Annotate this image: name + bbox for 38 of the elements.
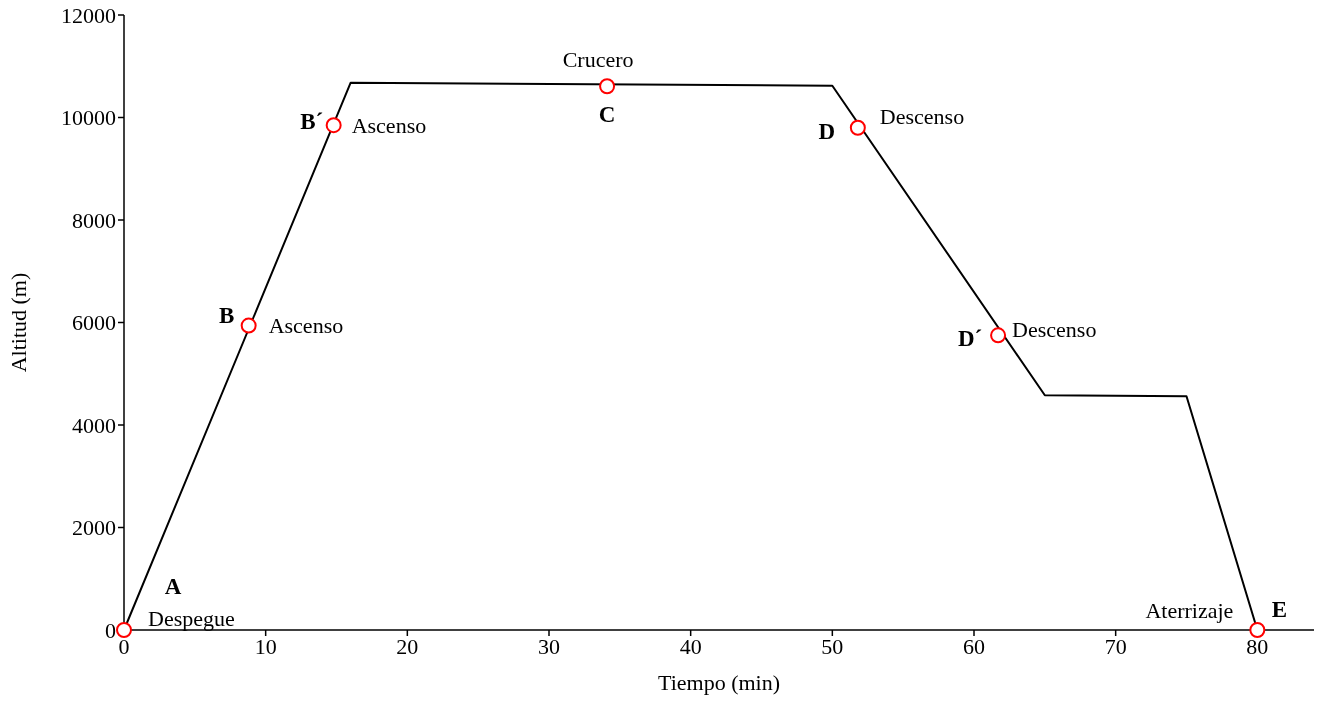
data-label: B´ — [300, 108, 324, 134]
x-tick-label: 40 — [679, 633, 702, 659]
x-axis-title: Tiempo (min) — [657, 670, 781, 695]
annotation: Descenso — [879, 104, 965, 130]
point — [116, 622, 132, 638]
point — [599, 78, 616, 95]
y-tick-label: 10000 — [61, 105, 116, 131]
y-tick-label: 2000 — [72, 515, 116, 541]
data-label: D´ — [957, 325, 983, 351]
x-tick-label: 60 — [963, 633, 985, 659]
x-tick-label: 30 — [538, 633, 560, 659]
y-tick-label: 4000 — [72, 412, 116, 438]
y-tick-label: 8000 — [72, 207, 116, 233]
y-tick-label: 0 — [105, 617, 116, 643]
annotation: Ascenso — [268, 313, 344, 339]
x-tick-label: 80 — [1246, 633, 1269, 659]
annotation: Ascenso — [351, 112, 427, 138]
data-label: A — [164, 573, 182, 599]
x-tick-label: 50 — [821, 633, 844, 659]
point — [990, 327, 1007, 344]
data-label: B — [218, 303, 235, 329]
point — [325, 117, 342, 134]
y-tick-label: 6000 — [72, 310, 116, 336]
annotation: Aterrizaje — [1145, 597, 1234, 623]
data-label: D — [818, 119, 836, 145]
y-tick-label: 12000 — [61, 2, 116, 28]
y-axis-title: Altitud (m) — [5, 272, 31, 373]
data-label: C — [598, 101, 616, 127]
x-tick-label: 10 — [254, 633, 277, 659]
point — [849, 119, 866, 136]
x-tick-label: 20 — [396, 633, 419, 659]
annotation: Crucero — [562, 46, 634, 72]
point — [1249, 622, 1266, 638]
x-tick-label: 70 — [1104, 633, 1127, 659]
data-label: E — [1271, 596, 1288, 622]
point — [240, 317, 257, 334]
annotation: Descenso — [1012, 316, 1097, 342]
annotation: Despegue — [148, 605, 235, 631]
